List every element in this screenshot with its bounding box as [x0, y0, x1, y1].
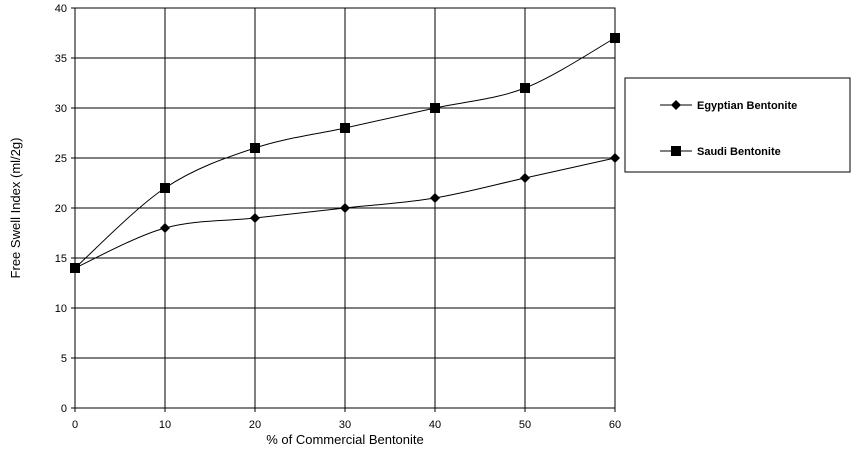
series-saudi-bentonite — [70, 33, 620, 273]
data-point-egyptian-bentonite — [250, 213, 260, 223]
data-point-egyptian-bentonite — [160, 223, 170, 233]
data-point-saudi-bentonite — [70, 263, 80, 273]
legend-box — [624, 77, 851, 173]
data-point-egyptian-bentonite — [340, 203, 350, 213]
y-axis-title: Free Swell Index (ml/2g) — [8, 138, 23, 279]
legend: Egyptian Bentonite Saudi Bentonite — [624, 77, 851, 173]
y-tick-label: 30 — [55, 103, 67, 115]
x-tick-label: 0 — [72, 419, 78, 431]
y-tick-label: 20 — [55, 203, 67, 215]
legend-label-saudi-bentonite: Saudi Bentonite — [697, 146, 781, 158]
data-point-egyptian-bentonite — [430, 193, 440, 203]
x-tick-label: 60 — [609, 419, 621, 431]
y-tick-label: 10 — [55, 303, 67, 315]
x-tick-label: 40 — [429, 419, 441, 431]
data-point-saudi-bentonite — [430, 103, 440, 113]
data-point-saudi-bentonite — [160, 183, 170, 193]
axes: 0 5 10 15 20 25 30 35 40 0 10 20 30 40 50 60 — [55, 3, 621, 431]
y-tick-label: 15 — [55, 253, 67, 265]
y-tick-label: 35 — [55, 53, 67, 65]
data-point-egyptian-bentonite — [610, 153, 620, 163]
x-tick-label: 30 — [339, 419, 351, 431]
y-tick-label: 0 — [61, 403, 67, 415]
data-point-egyptian-bentonite — [520, 173, 530, 183]
y-tick-label: 25 — [55, 153, 67, 165]
legend-label-egyptian-bentonite: Egyptian Bentonite — [697, 100, 797, 112]
legend-marker-saudi-bentonite — [671, 146, 681, 156]
legend-marker-egyptian-bentonite — [671, 100, 681, 110]
data-point-saudi-bentonite — [610, 33, 620, 43]
x-axis-title: % of Commercial Bentonite — [266, 432, 424, 447]
data-point-saudi-bentonite — [250, 143, 260, 153]
data-series — [70, 33, 620, 273]
x-tick-label: 20 — [249, 419, 261, 431]
x-tick-label: 10 — [159, 419, 171, 431]
legend-items: Egyptian Bentonite Saudi Bentonite — [660, 100, 797, 158]
y-tick-label: 5 — [61, 353, 67, 365]
y-tick-label: 40 — [55, 3, 67, 15]
x-tick-label: 50 — [519, 419, 531, 431]
data-point-saudi-bentonite — [340, 123, 350, 133]
data-point-saudi-bentonite — [520, 83, 530, 93]
